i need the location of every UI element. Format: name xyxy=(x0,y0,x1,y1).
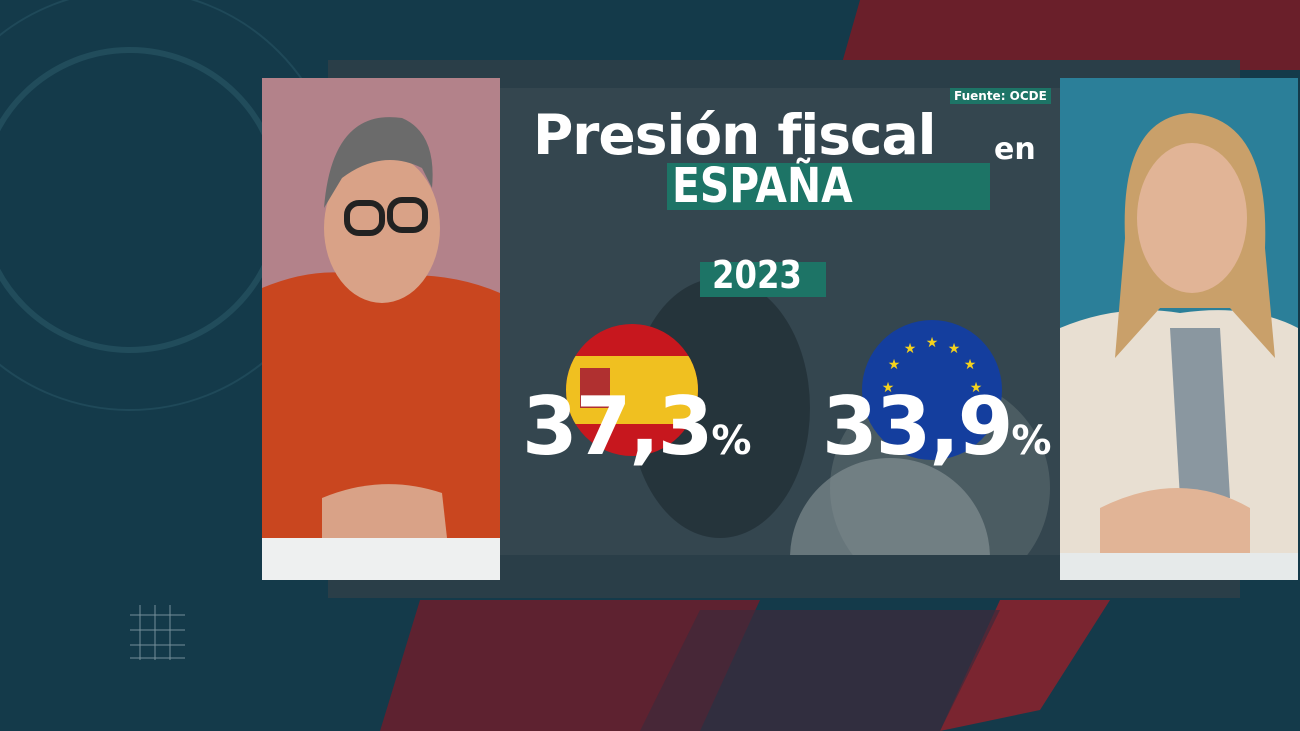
svg-text:★: ★ xyxy=(970,380,983,396)
svg-text:★: ★ xyxy=(888,357,901,373)
value: 33,9 xyxy=(822,380,1013,473)
subtitle: ESPAÑA xyxy=(672,158,853,214)
right-presenter-video xyxy=(1060,78,1298,580)
svg-text:★: ★ xyxy=(882,380,895,396)
left-presenter-video xyxy=(262,78,500,580)
title: Presión fiscal xyxy=(533,103,937,167)
svg-text:★: ★ xyxy=(904,341,917,357)
eu-value: 33,9% xyxy=(822,380,1051,473)
svg-text:★: ★ xyxy=(926,335,939,351)
unit: % xyxy=(1011,418,1052,464)
svg-text:★: ★ xyxy=(964,357,977,373)
source-label: Fuente: OCDE xyxy=(950,88,1051,104)
infographic-background: ★ ★★★ ★★★ xyxy=(500,88,1060,555)
spain-value: 37,3% xyxy=(522,380,751,473)
value: 37,3 xyxy=(522,380,713,473)
title-suffix: en xyxy=(994,132,1036,167)
year: 2023 xyxy=(712,253,802,297)
unit: % xyxy=(711,418,752,464)
svg-text:★: ★ xyxy=(948,341,961,357)
